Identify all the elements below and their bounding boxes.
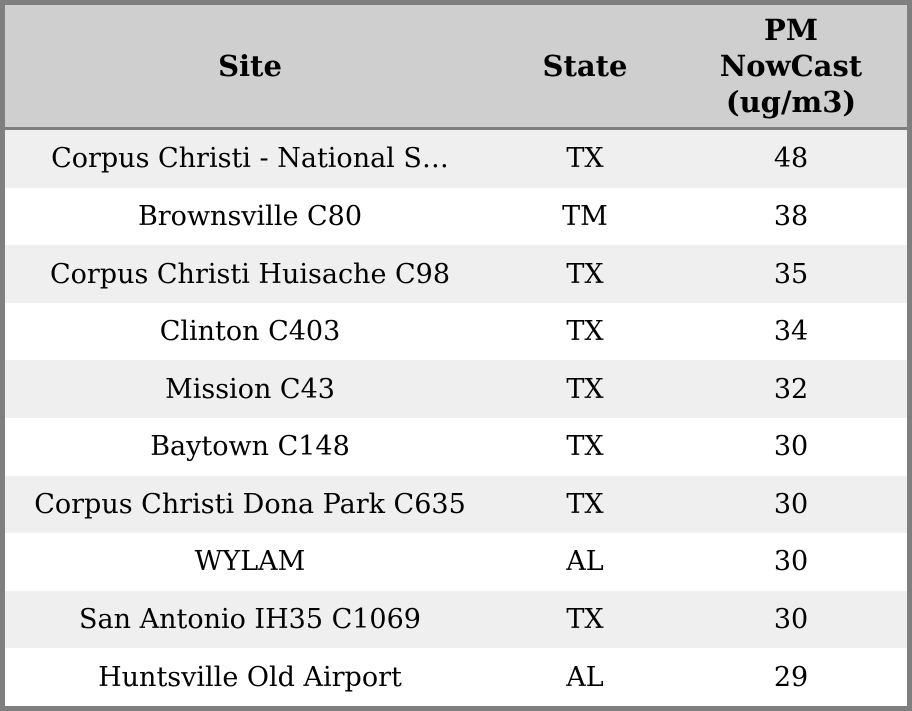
cell-pm: 38	[773, 200, 809, 232]
table-row: Clinton C403 TX 34	[5, 302, 907, 361]
table-row: San Antonio IH35 C1069 TX 30	[5, 590, 907, 649]
table-row: Corpus Christi Dona Park C635 TX 30	[5, 475, 907, 534]
column-header-site[interactable]: Site	[5, 5, 495, 130]
pm-nowcast-table: Site State PM NowCast (ug/m3) Corpus Chr…	[5, 5, 907, 706]
cell-state: AL	[566, 661, 604, 693]
table-row: WYLAM AL 30	[5, 533, 907, 591]
column-header-site-label: Site	[218, 48, 282, 83]
cell-pm: 35	[773, 258, 809, 290]
cell-site: Corpus Christi Huisache C98	[49, 258, 451, 290]
table-header: Site State PM NowCast (ug/m3)	[5, 5, 907, 130]
cell-state: TX	[566, 373, 604, 405]
cell-state: AL	[566, 546, 604, 578]
cell-site: Corpus Christi Dona Park C635	[34, 488, 466, 520]
cell-pm: 30	[773, 431, 809, 463]
table-header-row: Site State PM NowCast (ug/m3)	[5, 5, 907, 130]
table-row: Brownsville C80 TM 38	[5, 187, 907, 246]
cell-pm: 48	[773, 143, 809, 175]
cell-site: Brownsville C80	[137, 200, 363, 232]
cell-state: TM	[562, 200, 608, 232]
cell-site: Baytown C148	[150, 431, 350, 463]
table-row: Baytown C148 TX 30	[5, 417, 907, 476]
cell-site: Corpus Christi - National S…	[51, 143, 449, 175]
cell-state: TX	[566, 143, 604, 175]
table-body: Corpus Christi - National S… TX 48 Brown…	[5, 128, 907, 706]
cell-pm: 29	[773, 661, 809, 693]
cell-pm: 30	[773, 488, 809, 520]
column-header-pm-nowcast[interactable]: PM NowCast (ug/m3)	[675, 5, 907, 130]
cell-site: Huntsville Old Airport	[98, 661, 402, 693]
cell-site: Clinton C403	[159, 316, 341, 348]
table-row: Corpus Christi Huisache C98 TX 35	[5, 245, 907, 303]
cell-site: WYLAM	[194, 546, 306, 578]
cell-state: TX	[566, 488, 604, 520]
cell-pm: 30	[773, 604, 809, 636]
cell-site: Mission C43	[165, 373, 335, 405]
table-row: Mission C43 TX 32	[5, 360, 907, 418]
table-row: Huntsville Old Airport AL 29	[5, 648, 907, 706]
cell-pm: 34	[773, 316, 809, 348]
column-header-state-label: State	[542, 48, 628, 83]
cell-state: TX	[566, 431, 604, 463]
cell-state: TX	[566, 258, 604, 290]
cell-state: TX	[566, 604, 604, 636]
column-header-state[interactable]: State	[495, 5, 675, 130]
cell-state: TX	[566, 316, 604, 348]
cell-pm: 32	[773, 373, 809, 405]
column-header-pm-nowcast-label: PM NowCast (ug/m3)	[719, 12, 863, 120]
cell-pm: 30	[773, 546, 809, 578]
table-row: Corpus Christi - National S… TX 48	[5, 128, 907, 188]
cell-site: San Antonio IH35 C1069	[79, 604, 421, 636]
